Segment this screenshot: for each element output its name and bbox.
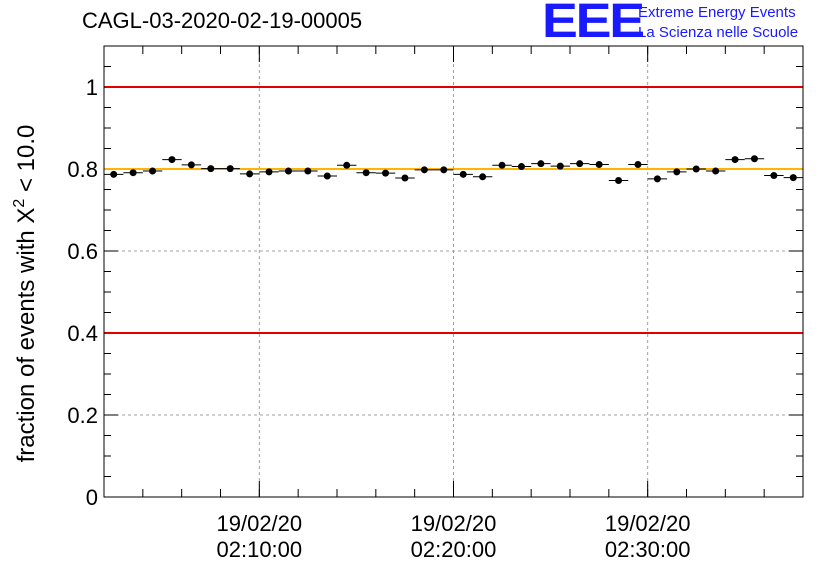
x-tick-label-date: 19/02/20 (411, 511, 497, 536)
data-point (692, 165, 700, 173)
data-point (556, 162, 564, 170)
y-axis-label-tail: < 10.0 (13, 125, 40, 199)
data-point (343, 161, 351, 169)
chart-title: CAGL-03-2020-02-19-00005 (82, 8, 363, 33)
data-point (420, 166, 428, 174)
y-tick-label: 1 (86, 75, 98, 100)
data-point (537, 160, 545, 168)
data-point (731, 156, 739, 164)
data-point (615, 176, 623, 184)
data-point (673, 168, 681, 176)
y-tick-label: 0 (86, 485, 98, 510)
y-tick-label: 0.8 (67, 157, 98, 182)
data-point (246, 170, 254, 178)
x-tick-label-time: 02:20:00 (411, 537, 497, 562)
logo-text-line1: Extreme Energy Events (638, 4, 796, 21)
y-axis-label-main: fraction of events with X (13, 208, 40, 463)
data-point (479, 173, 487, 181)
data-point (459, 170, 467, 178)
data-point (498, 161, 506, 169)
logo-text-line2: La Scienza nelle Scuole (638, 24, 799, 41)
y-tick-label: 0.2 (67, 403, 98, 428)
data-point (517, 163, 525, 171)
data-point (440, 166, 448, 174)
data-point (226, 165, 234, 173)
data-point (770, 172, 778, 180)
y-axis-label: fraction of events with X2 < 10.0 (11, 125, 40, 463)
data-point (362, 169, 370, 177)
data-point (401, 174, 409, 182)
data-point (110, 170, 118, 178)
y-axis-label-superscript: 2 (11, 199, 28, 208)
data-point (168, 156, 176, 164)
data-point (187, 161, 195, 169)
data-point (129, 169, 137, 177)
plot-frame (103, 45, 804, 498)
x-tick-label-date: 19/02/20 (217, 511, 303, 536)
data-point (750, 155, 758, 163)
y-tick-label: 0.4 (67, 321, 98, 346)
data-point (323, 172, 331, 180)
data-point (712, 167, 720, 175)
x-tick-label-time: 02:10:00 (217, 537, 303, 562)
data-point (576, 160, 584, 168)
data-point (149, 167, 157, 175)
x-tick-label-date: 19/02/20 (605, 511, 691, 536)
data-point (382, 169, 390, 177)
data-point (634, 160, 642, 168)
data-point (207, 165, 215, 173)
y-tick-label: 0.6 (67, 239, 98, 264)
data-point (653, 175, 661, 183)
data-point (284, 167, 292, 175)
data-point (265, 168, 273, 176)
eee-logo-mark: EEE (542, 0, 645, 48)
x-tick-label-time: 02:30:00 (605, 537, 691, 562)
data-point (595, 160, 603, 168)
data-point (304, 167, 312, 175)
data-point (789, 174, 797, 182)
